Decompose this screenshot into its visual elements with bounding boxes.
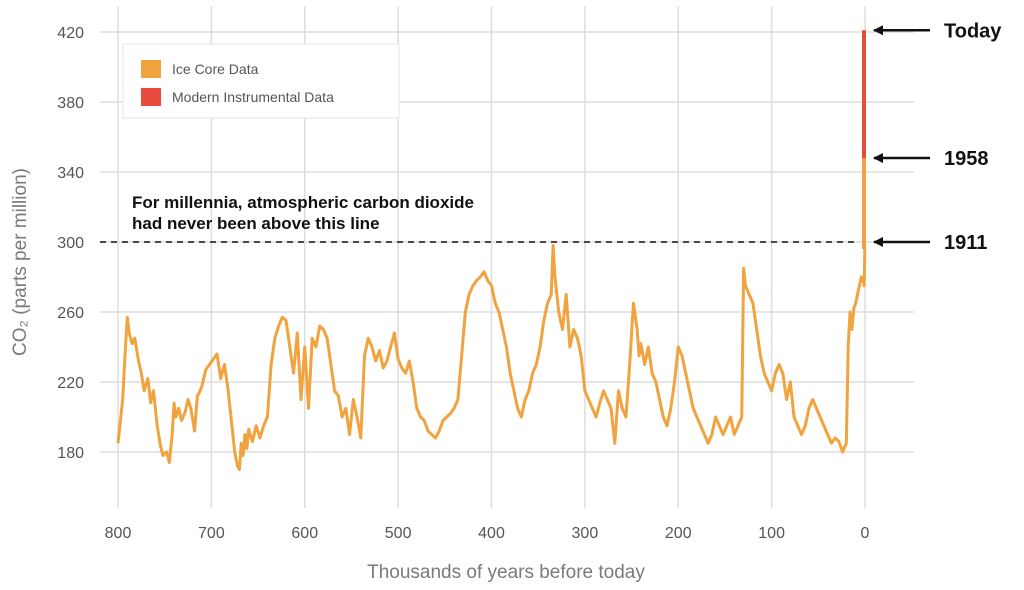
threshold-annotation-text: had never been above this line: [132, 214, 380, 233]
x-tick-label: 0: [861, 525, 870, 542]
y-tick-label: 220: [57, 375, 84, 392]
legend-label: Modern Instrumental Data: [172, 89, 334, 105]
x-tick-label: 200: [665, 525, 692, 542]
legend-label: Ice Core Data: [172, 61, 259, 77]
x-tick-label: 600: [291, 525, 318, 542]
y-tick-label: 180: [57, 445, 84, 462]
y-tick-label: 340: [57, 165, 84, 182]
legend-swatch: [141, 60, 161, 78]
x-tick-labels: 800 700 600 500 400 300 200 100 0: [105, 525, 870, 542]
y-tick-labels: 180 220 260 300 340 380 420: [57, 25, 84, 462]
x-tick-label: 800: [105, 525, 132, 542]
x-tick-label: 500: [385, 525, 412, 542]
y-tick-label: 260: [57, 305, 84, 322]
y-axis-title: CO₂ (parts per million): [10, 168, 31, 356]
x-axis-title: Thousands of years before today: [367, 562, 645, 583]
y-tick-label: 420: [57, 25, 84, 42]
series-group: [116, 30, 867, 471]
x-tick-label: 700: [198, 525, 225, 542]
x-tick-label: 100: [758, 525, 785, 542]
legend-box: [122, 43, 400, 119]
legend-swatch: [141, 88, 161, 106]
callout-label: 1958: [944, 148, 989, 170]
y-tick-label: 300: [57, 235, 84, 252]
ice-core-series-line: [116, 244, 867, 471]
legend: Ice Core Data Modern Instrumental Data: [122, 43, 400, 119]
annotations: For millennia, atmospheric carbon dioxid…: [132, 20, 1002, 254]
x-tick-label: 300: [572, 525, 599, 542]
callout-label: 1911: [944, 232, 987, 254]
callout-label: Today: [944, 20, 1002, 42]
y-tick-label: 380: [57, 95, 84, 112]
threshold-annotation-text: For millennia, atmospheric carbon dioxid…: [132, 193, 474, 212]
x-tick-label: 400: [478, 525, 505, 542]
